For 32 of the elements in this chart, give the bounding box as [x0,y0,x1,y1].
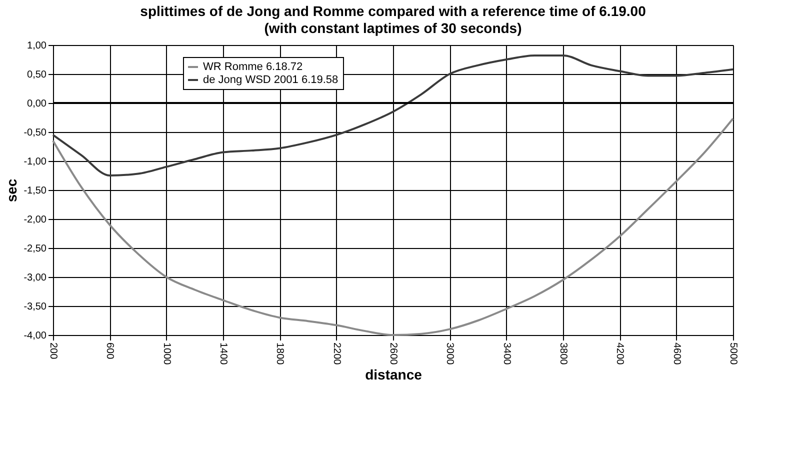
chart-title: splittimes of de Jong and Romme compared with a reference time of 6.19.00 [140,3,646,19]
y-tick-label: 1,00 [27,40,47,52]
x-tick-label: 1000 [160,342,172,366]
x-tick-label: 3400 [500,342,512,366]
x-tick-label: 5000 [728,342,738,366]
x-tick-label: 200 [48,342,58,360]
x-tick-label: 4600 [670,342,682,366]
line-series [52,118,734,336]
x-tick-label: 3000 [444,342,456,366]
legend-label: WR Romme 6.18.72 [203,61,303,73]
x-tick-label: 600 [104,342,116,360]
y-tick-label: -1,50 [24,186,47,196]
y-tick-label: -2,00 [24,214,47,226]
y-tick-label: -0,50 [24,128,47,138]
legend-label: de Jong WSD 2001 6.19.58 [203,74,338,86]
x-tick-label: 4200 [614,342,626,366]
x-tick-label: 2200 [330,342,342,366]
y-tick-label: -1,00 [24,156,47,168]
y-axis-title: sec [4,178,20,202]
x-tick-label: 2600 [388,342,398,366]
y-tick-label: 0,50 [27,70,47,80]
x-tick-label: 1800 [274,342,286,366]
y-tick-label: -3,00 [24,272,47,284]
x-axis-title: distance [365,366,422,383]
y-tick-label: -4,00 [24,330,47,342]
x-tick-label: 3800 [558,342,568,366]
x-tick-label: 1400 [218,342,228,366]
chart-subtitle: (with constant laptimes of 30 seconds) [264,20,522,36]
y-tick-label: -2,50 [24,244,47,254]
line-series [52,54,734,176]
y-tick-label: -3,50 [24,302,47,312]
y-tick-label: 0,00 [27,98,47,110]
